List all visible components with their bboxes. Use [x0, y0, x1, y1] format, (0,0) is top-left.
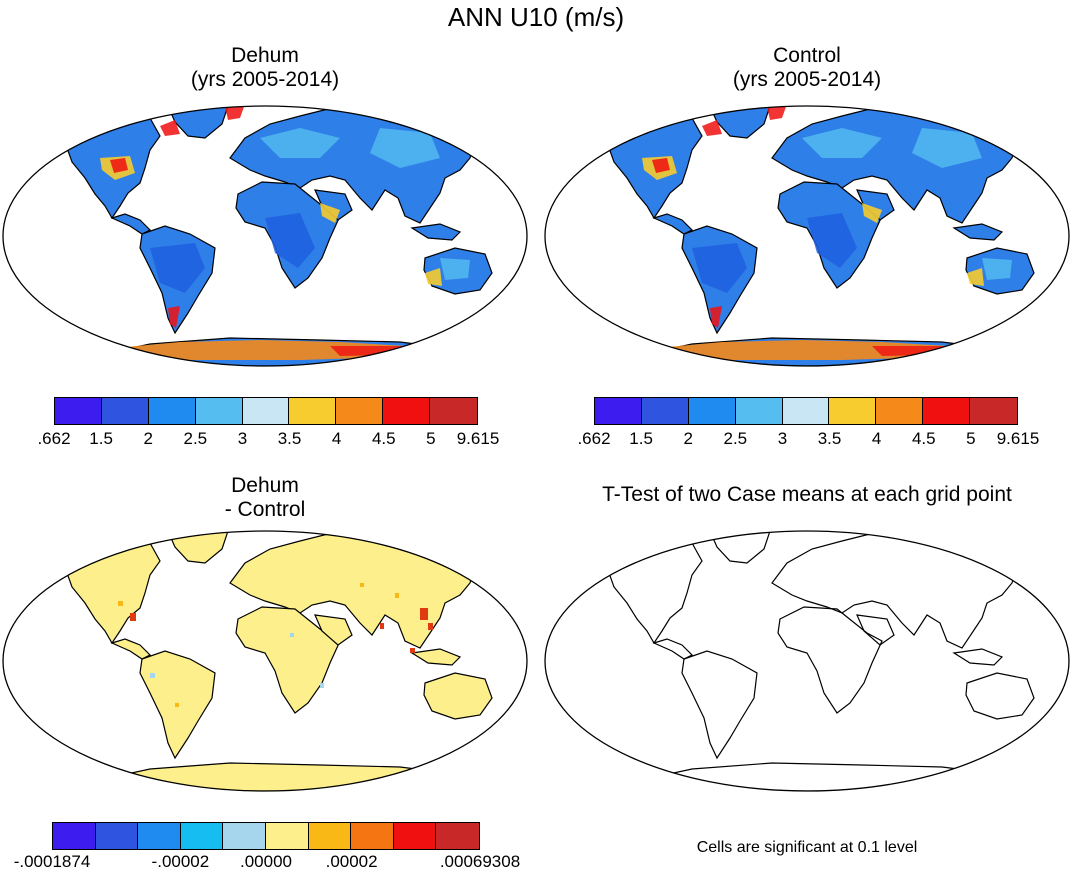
colorbar-tick-label: 4.5: [371, 429, 396, 448]
colorbar-swatch: [138, 823, 181, 849]
colorbar-tick-label: 2.5: [723, 429, 748, 448]
colorbar-swatch: [688, 398, 736, 424]
colorbar-tick-label: 4.5: [911, 429, 936, 448]
colorbar-swatch: [180, 823, 224, 849]
colorbar-swatch: [101, 398, 149, 424]
colorbar-swatch: [641, 398, 689, 424]
colorbar-tick-label: 1.5: [89, 429, 113, 448]
dehum-map: [2, 105, 528, 367]
diff-map: [2, 530, 528, 792]
control-colorbar-labels: .662 1.5 2 2.5 3 3.5 4 4.5 5 9.615: [577, 429, 1039, 449]
colorbar-swatch: [53, 823, 96, 849]
ttest-map: [544, 530, 1070, 792]
colorbar-tick-label: 2.5: [183, 429, 208, 448]
colorbar-tick-label: -.00002: [151, 852, 210, 871]
colorbar-tick-label: 3: [237, 429, 248, 448]
colorbar-swatch: [735, 398, 783, 424]
colorbar-swatch: [55, 398, 102, 424]
dehum-colorbar: [54, 397, 478, 425]
colorbar-tick-label: 3.5: [817, 429, 842, 448]
colorbar-tick-label: -.0001874: [13, 852, 91, 871]
control-map: [544, 105, 1070, 367]
ttest-title: T-Test of two Case means at each grid po…: [602, 483, 1012, 506]
colorbar-swatch: [148, 398, 196, 424]
colorbar-swatch: [876, 398, 924, 424]
colorbar-tick-label: 3.5: [277, 429, 302, 448]
colorbar-swatch: [242, 398, 290, 424]
colorbar-tick-label: 2: [143, 429, 153, 448]
colorbar-swatch: [308, 823, 352, 849]
colorbar-tick-label: .00000: [240, 852, 292, 871]
colorbar-tick-label: 9.615: [456, 429, 500, 448]
colorbar-tick-label: 3: [777, 429, 788, 448]
colorbar-swatch: [393, 823, 437, 849]
control-colorbar: [594, 397, 1018, 425]
colorbar-tick-label: 5: [426, 429, 436, 448]
significance-note: Cells are significant at 0.1 level: [696, 839, 918, 856]
figure-title: ANN U10 (m/s): [447, 2, 625, 32]
diff-title-line2: - Control: [224, 498, 306, 521]
control-title-line1: Control: [773, 44, 841, 67]
colorbar-tick-label: 9.615: [996, 429, 1040, 448]
colorbar-swatch: [383, 398, 430, 424]
colorbar-tick-label: .662: [577, 429, 611, 448]
dehum-title-line2: (yrs 2005-2014): [190, 68, 340, 91]
colorbar-tick-label: 2: [683, 429, 693, 448]
colorbar-tick-label: 4: [871, 429, 882, 448]
control-title-line2: (yrs 2005-2014): [732, 68, 882, 91]
colorbar-tick-label: 1.5: [629, 429, 653, 448]
colorbar-tick-label: 4: [331, 429, 342, 448]
dehum-colorbar-labels: .662 1.5 2 2.5 3 3.5 4 4.5 5 9.615: [37, 429, 499, 449]
dehum-title-line1: Dehum: [231, 44, 299, 67]
colorbar-swatch: [436, 823, 479, 849]
colorbar-swatch: [595, 398, 642, 424]
colorbar-swatch: [782, 398, 830, 424]
colorbar-swatch: [289, 398, 337, 424]
diff-colorbar: [52, 822, 480, 850]
colorbar-tick-label: 5: [966, 429, 976, 448]
colorbar-swatch: [195, 398, 243, 424]
diff-title-line1: Dehum: [231, 474, 299, 497]
colorbar-swatch: [923, 398, 970, 424]
colorbar-swatch: [223, 823, 266, 849]
colorbar-swatch: [336, 398, 384, 424]
colorbar-tick-label: .00069308: [439, 852, 521, 871]
colorbar-swatch: [430, 398, 477, 424]
colorbar-swatch: [95, 823, 139, 849]
diff-colorbar-labels: -.0001874 -.00002 .00000 .00002 .00069308: [14, 852, 520, 871]
colorbar-tick-label: .662: [37, 429, 71, 448]
colorbar-swatch: [829, 398, 877, 424]
colorbar-swatch: [351, 823, 394, 849]
colorbar-swatch: [970, 398, 1017, 424]
colorbar-tick-label: .00002: [325, 852, 378, 871]
colorbar-swatch: [265, 823, 309, 849]
